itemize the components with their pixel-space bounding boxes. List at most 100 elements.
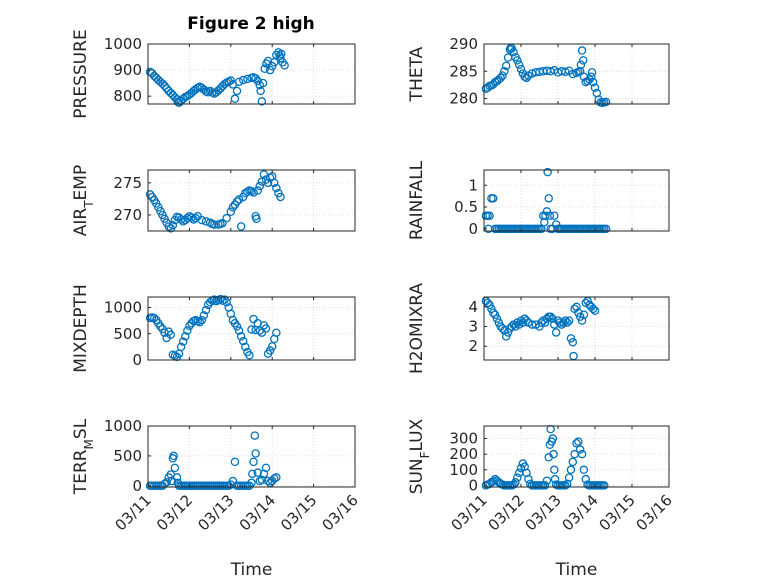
axes-box xyxy=(483,169,670,232)
y-tick-label: 2 xyxy=(468,337,478,355)
y-tick-label: 0 xyxy=(468,220,478,238)
data-point xyxy=(568,457,578,467)
y-tick-label: 0.5 xyxy=(454,198,478,216)
data-point xyxy=(209,220,219,229)
data-point xyxy=(250,431,260,440)
data-point xyxy=(255,181,265,191)
data-point xyxy=(201,305,211,315)
data-point xyxy=(487,304,496,314)
data-point xyxy=(566,334,576,343)
data-point xyxy=(494,318,504,327)
data-point xyxy=(524,474,533,484)
data-point xyxy=(158,79,167,88)
data-point xyxy=(587,72,596,81)
data-point xyxy=(249,314,258,324)
y-tick-label: 0 xyxy=(132,477,142,495)
data-point xyxy=(164,222,173,231)
y-tick-label: 1000 xyxy=(104,299,142,317)
axes-box xyxy=(147,296,356,361)
data-point xyxy=(232,322,242,331)
x-tick-label: 03/13 xyxy=(522,491,565,534)
data-point xyxy=(258,78,268,88)
data-point xyxy=(488,308,498,317)
y-tick-label: 0 xyxy=(468,476,478,494)
y-tick-label: 3 xyxy=(468,318,478,336)
data-point xyxy=(228,476,238,486)
data-point xyxy=(183,326,192,335)
data-point xyxy=(579,310,589,319)
data-point xyxy=(600,481,609,490)
data-point xyxy=(205,218,215,227)
data-point xyxy=(578,56,588,65)
x-tick-label: 03/16 xyxy=(319,491,362,534)
data-point xyxy=(561,481,570,490)
data-point xyxy=(247,478,256,488)
data-point xyxy=(568,69,578,79)
data-point xyxy=(485,211,494,220)
data-point xyxy=(251,449,260,458)
data-point xyxy=(220,79,229,89)
y-axis-label: AIRTEMP xyxy=(71,165,96,236)
data-point xyxy=(232,197,242,206)
data-point xyxy=(162,84,171,93)
y-tick-label: 290 xyxy=(449,35,478,53)
x-axis-label: Time xyxy=(230,560,273,580)
x-tick-label: 03/12 xyxy=(485,491,528,534)
data-point xyxy=(197,215,207,225)
data-point xyxy=(249,457,258,467)
data-point xyxy=(199,85,209,94)
data-point xyxy=(160,81,169,90)
data-point xyxy=(220,295,229,304)
data-point xyxy=(496,73,505,83)
data-point xyxy=(501,332,511,341)
y-axis-label: RAINFALL xyxy=(407,160,427,240)
data-point xyxy=(569,351,578,361)
data-point xyxy=(564,316,574,325)
data-point xyxy=(488,194,498,203)
data-point xyxy=(601,97,611,107)
data-point xyxy=(509,480,518,489)
data-point xyxy=(566,465,576,475)
data-point xyxy=(535,322,544,331)
data-point xyxy=(492,314,502,323)
data-point xyxy=(272,328,281,337)
axes-box xyxy=(147,425,356,488)
data-point xyxy=(234,195,244,204)
data-point xyxy=(575,445,585,454)
data-point xyxy=(209,295,219,304)
x-tick-label: 03/14 xyxy=(559,491,602,534)
data-point xyxy=(172,473,182,482)
x-tick-label: 03/15 xyxy=(596,491,639,534)
data-point xyxy=(577,449,587,459)
data-point xyxy=(257,328,267,337)
data-point xyxy=(574,308,583,317)
x-axis-label: Time xyxy=(555,560,598,580)
data-point xyxy=(256,86,265,96)
data-point xyxy=(226,207,236,216)
y-tick-label: 800 xyxy=(113,87,142,105)
data-point xyxy=(270,178,279,188)
data-point xyxy=(222,297,231,307)
data-point xyxy=(203,88,213,97)
data-point xyxy=(588,304,598,314)
data-point xyxy=(503,328,513,337)
data-point xyxy=(548,314,557,323)
data-point xyxy=(485,300,494,310)
data-point xyxy=(238,336,248,346)
data-point xyxy=(550,211,559,220)
data-point xyxy=(551,328,561,337)
data-point xyxy=(527,320,537,329)
y-tick-label: 500 xyxy=(113,447,142,465)
data-point xyxy=(501,61,511,71)
data-point xyxy=(178,94,188,104)
x-tick-label: 03/15 xyxy=(277,491,320,534)
data-point xyxy=(590,306,600,316)
data-point xyxy=(197,315,207,325)
data-point xyxy=(516,64,526,74)
data-point xyxy=(537,318,546,327)
data-point xyxy=(572,438,581,448)
axes-box xyxy=(483,425,670,488)
data-point xyxy=(263,56,273,66)
data-point xyxy=(261,324,271,333)
